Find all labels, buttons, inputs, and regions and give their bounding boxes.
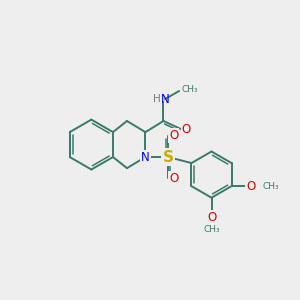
Text: CH₃: CH₃ <box>203 225 220 234</box>
Text: O: O <box>169 172 178 185</box>
Text: H: H <box>153 94 161 104</box>
Text: N: N <box>141 151 150 164</box>
Text: CH₃: CH₃ <box>263 182 279 191</box>
Text: O: O <box>169 129 178 142</box>
Text: O: O <box>182 123 191 136</box>
Text: O: O <box>246 180 255 193</box>
Text: N: N <box>161 93 170 106</box>
Text: CH₃: CH₃ <box>182 85 199 94</box>
Text: S: S <box>163 149 174 164</box>
Text: O: O <box>207 211 216 224</box>
